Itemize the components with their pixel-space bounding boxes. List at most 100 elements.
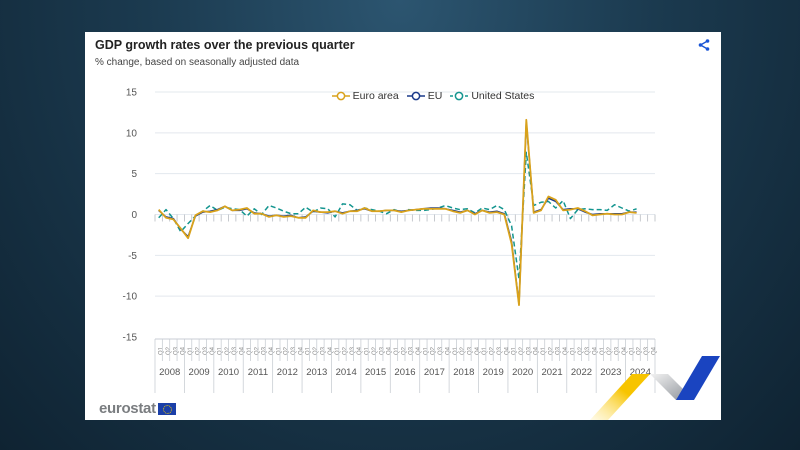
x-year-label: 2012 (277, 367, 298, 378)
x-year-label: 2024 (630, 367, 651, 378)
eu-flag-icon (157, 402, 176, 415)
x-quarter-label: Q4 (328, 346, 334, 355)
x-quarter-label: Q4 (210, 346, 216, 355)
x-quarter-label: Q1 (512, 346, 518, 355)
x-quarter-label: Q1 (600, 346, 606, 355)
legend-marker-icon (450, 91, 469, 101)
x-quarter-label: Q2 (284, 346, 290, 355)
x-quarter-label: Q3 (615, 346, 621, 355)
series-line-euro-area (158, 118, 637, 306)
x-quarter-label: Q4 (593, 346, 599, 355)
x-quarter-label: Q3 (320, 346, 326, 355)
decorative-ribbon-icon (590, 356, 720, 420)
legend-marker-icon (331, 91, 350, 101)
x-quarter-label: Q1 (335, 346, 341, 355)
x-quarter-label: Q2 (401, 346, 407, 355)
x-quarter-label: Q2 (372, 346, 378, 355)
x-year-label: 2014 (336, 367, 357, 378)
share-icon[interactable] (697, 38, 711, 52)
x-quarter-label: Q4 (357, 346, 363, 355)
x-quarter-label: Q2 (313, 346, 319, 355)
x-quarter-label: Q1 (541, 346, 547, 355)
x-year-label: 2020 (512, 367, 533, 378)
legend-item-united-states[interactable]: United States (450, 90, 534, 102)
x-quarter-label: Q2 (195, 346, 201, 355)
x-quarter-label: Q4 (534, 346, 540, 355)
x-quarter-label: Q1 (247, 346, 253, 355)
y-tick-label: 5 (131, 169, 137, 180)
x-quarter-label: Q3 (497, 346, 503, 355)
x-year-label: 2017 (424, 367, 445, 378)
x-quarter-label: Q3 (173, 346, 179, 355)
x-quarter-label: Q1 (629, 346, 635, 355)
x-quarter-label: Q3 (585, 346, 591, 355)
x-quarter-label: Q1 (423, 346, 429, 355)
x-year-label: 2022 (571, 367, 592, 378)
x-year-label: 2011 (248, 367, 268, 378)
x-quarter-label: Q1 (570, 346, 576, 355)
x-quarter-label: Q1 (394, 346, 400, 355)
x-year-label: 2018 (453, 367, 474, 378)
legend-label: United States (471, 90, 535, 102)
y-tick-label: 10 (126, 128, 138, 139)
x-quarter-label: Q3 (232, 346, 238, 355)
x-quarter-label: Q4 (387, 346, 393, 355)
x-quarter-label: Q4 (475, 346, 481, 355)
x-quarter-label: Q1 (365, 346, 371, 355)
x-quarter-label: Q3 (644, 346, 650, 355)
x-quarter-label: Q4 (416, 346, 422, 355)
chart-title: GDP growth rates over the previous quart… (95, 38, 355, 52)
x-quarter-label: Q2 (343, 346, 349, 355)
x-quarter-label: Q3 (438, 346, 444, 355)
series-line-eu (158, 121, 637, 306)
x-quarter-label: Q2 (431, 346, 437, 355)
legend-marker-icon (406, 91, 425, 101)
legend-item-euro-area[interactable]: Euro area (331, 90, 399, 102)
x-quarter-label: Q4 (651, 346, 657, 355)
x-year-label: 2015 (365, 367, 386, 378)
x-quarter-label: Q2 (607, 346, 613, 355)
x-year-label: 2023 (600, 367, 621, 378)
x-quarter-label: Q2 (490, 346, 496, 355)
x-quarter-label: Q2 (519, 346, 525, 355)
x-quarter-label: Q3 (262, 346, 268, 355)
x-quarter-label: Q2 (637, 346, 643, 355)
x-quarter-label: Q2 (460, 346, 466, 355)
x-quarter-label: Q2 (225, 346, 231, 355)
x-year-label: 2019 (483, 367, 504, 378)
x-quarter-label: Q4 (504, 346, 510, 355)
x-quarter-label: Q3 (556, 346, 562, 355)
x-quarter-label: Q3 (409, 346, 415, 355)
x-year-label: 2008 (159, 367, 180, 378)
x-quarter-label: Q3 (468, 346, 474, 355)
chart-legend: Euro area EU United States (85, 90, 721, 102)
x-quarter-label: Q1 (482, 346, 488, 355)
y-tick-label: -10 (123, 292, 138, 303)
legend-label: EU (427, 90, 443, 102)
x-quarter-label: Q4 (269, 346, 275, 355)
x-quarter-label: Q4 (298, 346, 304, 355)
x-quarter-label: Q3 (379, 346, 385, 355)
chart-subtitle: % change, based on seasonally adjusted d… (95, 57, 300, 68)
legend-item-eu[interactable]: EU (406, 90, 443, 102)
x-quarter-label: Q1 (159, 346, 165, 355)
y-tick-label: -15 (123, 333, 138, 344)
x-year-label: 2009 (189, 367, 210, 378)
x-quarter-label: Q2 (254, 346, 260, 355)
chart-card: GDP growth rates over the previous quart… (85, 32, 721, 420)
eurostat-logo: eurostat (99, 400, 176, 417)
x-quarter-label: Q1 (306, 346, 312, 355)
x-year-label: 2013 (306, 367, 327, 378)
x-year-label: 2021 (541, 367, 562, 378)
x-quarter-label: Q3 (350, 346, 356, 355)
x-quarter-label: Q1 (453, 346, 459, 355)
y-tick-label: -5 (128, 251, 137, 262)
x-year-label: 2016 (394, 367, 415, 378)
x-quarter-label: Q4 (240, 346, 246, 355)
x-quarter-label: Q3 (526, 346, 532, 355)
y-tick-label: 0 (131, 210, 137, 221)
x-quarter-label: Q4 (181, 346, 187, 355)
x-quarter-label: Q2 (548, 346, 554, 355)
legend-label: Euro area (352, 90, 399, 102)
